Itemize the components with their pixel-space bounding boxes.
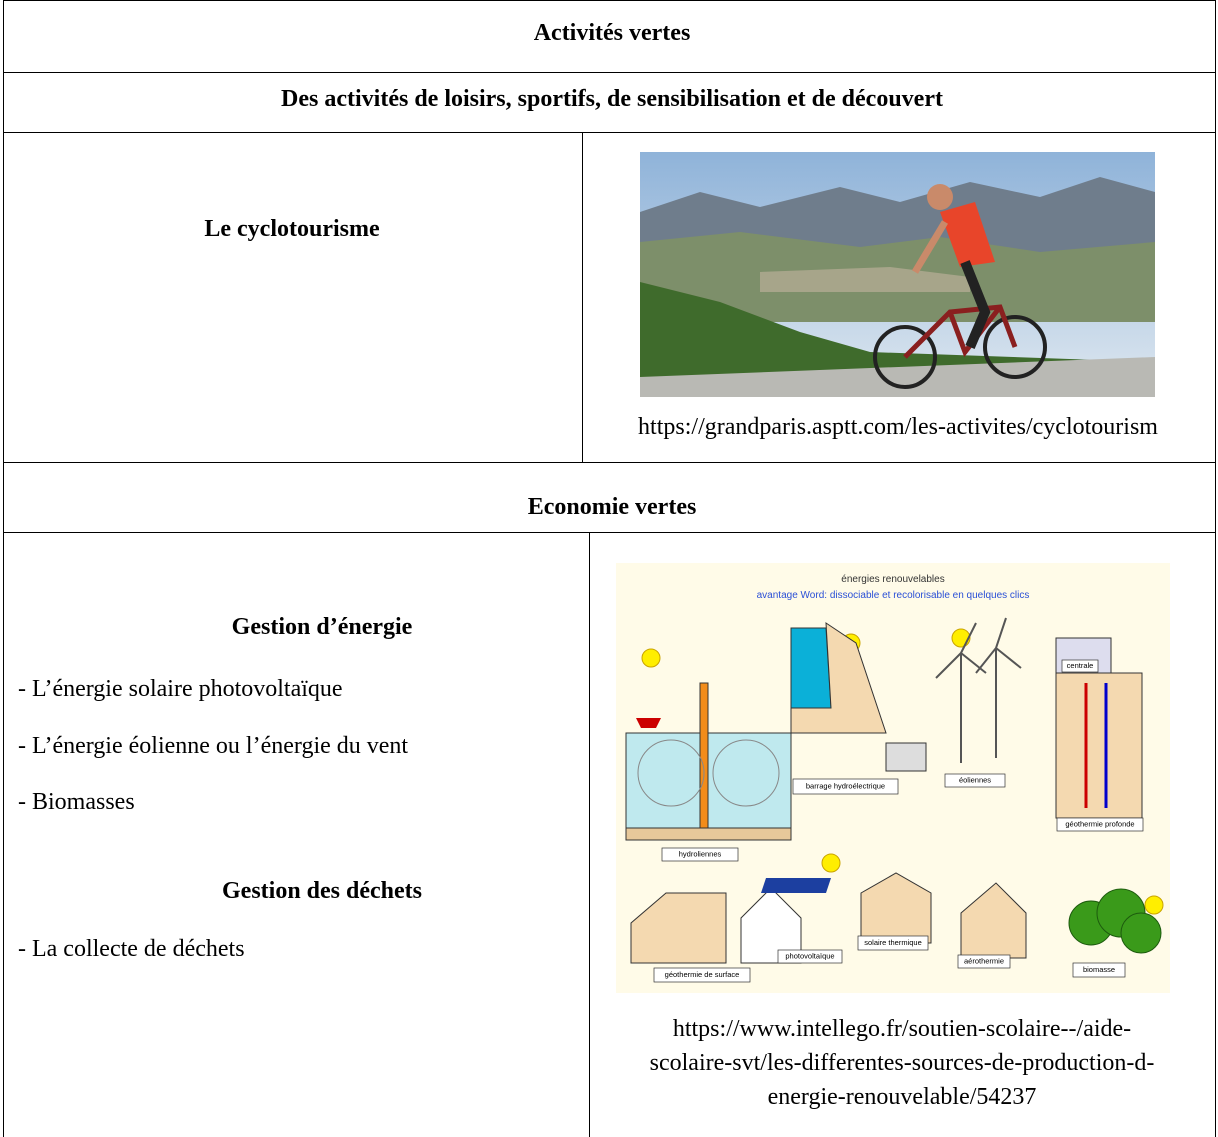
border xyxy=(582,132,583,462)
border xyxy=(3,72,1216,73)
diagram-title: énergies renouvelables xyxy=(841,574,944,585)
border xyxy=(3,462,1216,463)
section-title: Le cyclotourisme xyxy=(204,216,380,242)
diagram-label: éoliennes xyxy=(959,775,991,784)
image-caption: https://grandparis.asptt.com/les-activit… xyxy=(638,414,1158,440)
title: Activités vertes xyxy=(533,20,691,46)
diagram-label: biomasse xyxy=(1083,965,1115,974)
border xyxy=(3,132,1216,133)
border xyxy=(3,0,1216,1)
diagram-subtitle: avantage Word: dissociable et recolorisa… xyxy=(757,590,1030,601)
subtitle: Des activités de loisirs, sportifs, de s… xyxy=(281,86,943,112)
energy-diagram: énergies renouvelables avantage Word: di… xyxy=(616,563,1170,993)
subsection-title: Gestion d’énergie xyxy=(231,614,413,640)
image-caption: https://www.intellego.fr/soutien-scolair… xyxy=(672,1016,1132,1042)
diagram-label: géothermie profonde xyxy=(1065,819,1134,828)
diagram-label: barrage hydroélectrique xyxy=(806,781,885,790)
border xyxy=(1215,0,1216,1137)
image-caption: energie-renouvelable/54237 xyxy=(767,1084,1037,1110)
list-item: - L’énergie éolienne ou l’énergie du ven… xyxy=(18,733,409,759)
section-title: Economie vertes xyxy=(527,494,697,520)
diagram-label: hydroliennes xyxy=(679,849,722,858)
diagram-label: photovoltaïque xyxy=(785,951,834,960)
subsection-title: Gestion des déchets xyxy=(222,878,422,904)
diagram-label: aérothermie xyxy=(964,956,1004,965)
list-item: - L’énergie solaire photovoltaïque xyxy=(18,676,343,702)
image-caption: scolaire-svt/les-differentes-sources-de-… xyxy=(649,1050,1155,1076)
cycling-photo xyxy=(640,152,1155,397)
list-item: - La collecte de déchets xyxy=(18,936,245,962)
diagram-label: solaire thermique xyxy=(864,938,922,947)
border xyxy=(589,532,590,1137)
diagram-label: géothermie de surface xyxy=(665,970,740,979)
border xyxy=(3,532,1216,533)
border xyxy=(3,0,4,1137)
list-item: - Biomasses xyxy=(18,789,135,815)
diagram-label: centrale xyxy=(1067,661,1094,670)
